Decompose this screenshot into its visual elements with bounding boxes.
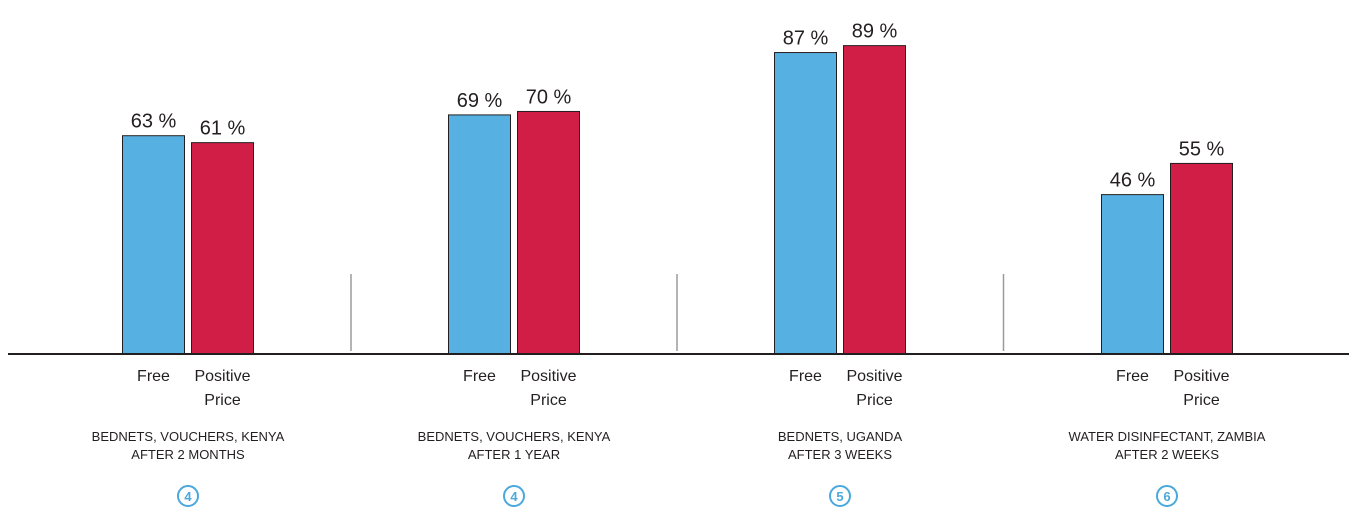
category-tick-label: Positive — [846, 368, 902, 385]
bar-free — [774, 52, 837, 355]
value-label: 69 % — [457, 90, 503, 112]
group-title: BEDNETS, UGANDA — [778, 429, 903, 444]
bar-free — [1101, 194, 1164, 355]
category-tick-label: Price — [530, 392, 567, 409]
value-label: 87 % — [783, 28, 829, 50]
value-label: 70 % — [526, 86, 572, 108]
group-title: BEDNETS, VOUCHERS, KENYA — [92, 429, 285, 444]
category-tick-label: Price — [204, 392, 241, 409]
category-tick-label: Price — [856, 392, 893, 409]
bar-free — [448, 114, 511, 355]
category-tick-label: Positive — [194, 368, 250, 385]
category-tick-label: Free — [789, 368, 822, 385]
reference-circle-icon — [177, 485, 199, 507]
category-tick-label: Positive — [520, 368, 576, 385]
reference-number: 6 — [1163, 489, 1170, 504]
value-label: 61 % — [200, 118, 246, 140]
reference-number: 5 — [836, 489, 843, 504]
group-title: WATER DISINFECTANT, ZAMBIA — [1069, 429, 1266, 444]
value-label: 63 % — [131, 111, 177, 133]
group-title: AFTER 3 WEEKS — [788, 447, 892, 462]
category-tick-label: Free — [1116, 368, 1149, 385]
bar-free — [122, 135, 185, 355]
group-title: AFTER 2 MONTHS — [131, 447, 245, 462]
value-label: 46 % — [1110, 170, 1156, 192]
reference-number: 4 — [510, 489, 518, 504]
reference-circle-icon — [503, 485, 525, 507]
reference-number: 4 — [184, 489, 192, 504]
bar-positive_price — [191, 142, 254, 355]
category-tick-label: Positive — [1173, 368, 1229, 385]
reference-circle-icon — [829, 485, 851, 507]
group-title: AFTER 1 YEAR — [468, 447, 560, 462]
value-label: 89 % — [852, 21, 898, 43]
value-label: 55 % — [1179, 138, 1225, 160]
category-tick-label: Price — [1183, 392, 1220, 409]
category-tick-label: Free — [463, 368, 496, 385]
reference-circle-icon — [1156, 485, 1178, 507]
group-title: BEDNETS, VOUCHERS, KENYA — [418, 429, 611, 444]
group-title: AFTER 2 WEEKS — [1115, 447, 1219, 462]
bar-positive_price — [1170, 162, 1233, 355]
bar-positive_price — [517, 110, 580, 355]
category-tick-label: Free — [137, 368, 170, 385]
bar-positive_price — [843, 45, 906, 355]
